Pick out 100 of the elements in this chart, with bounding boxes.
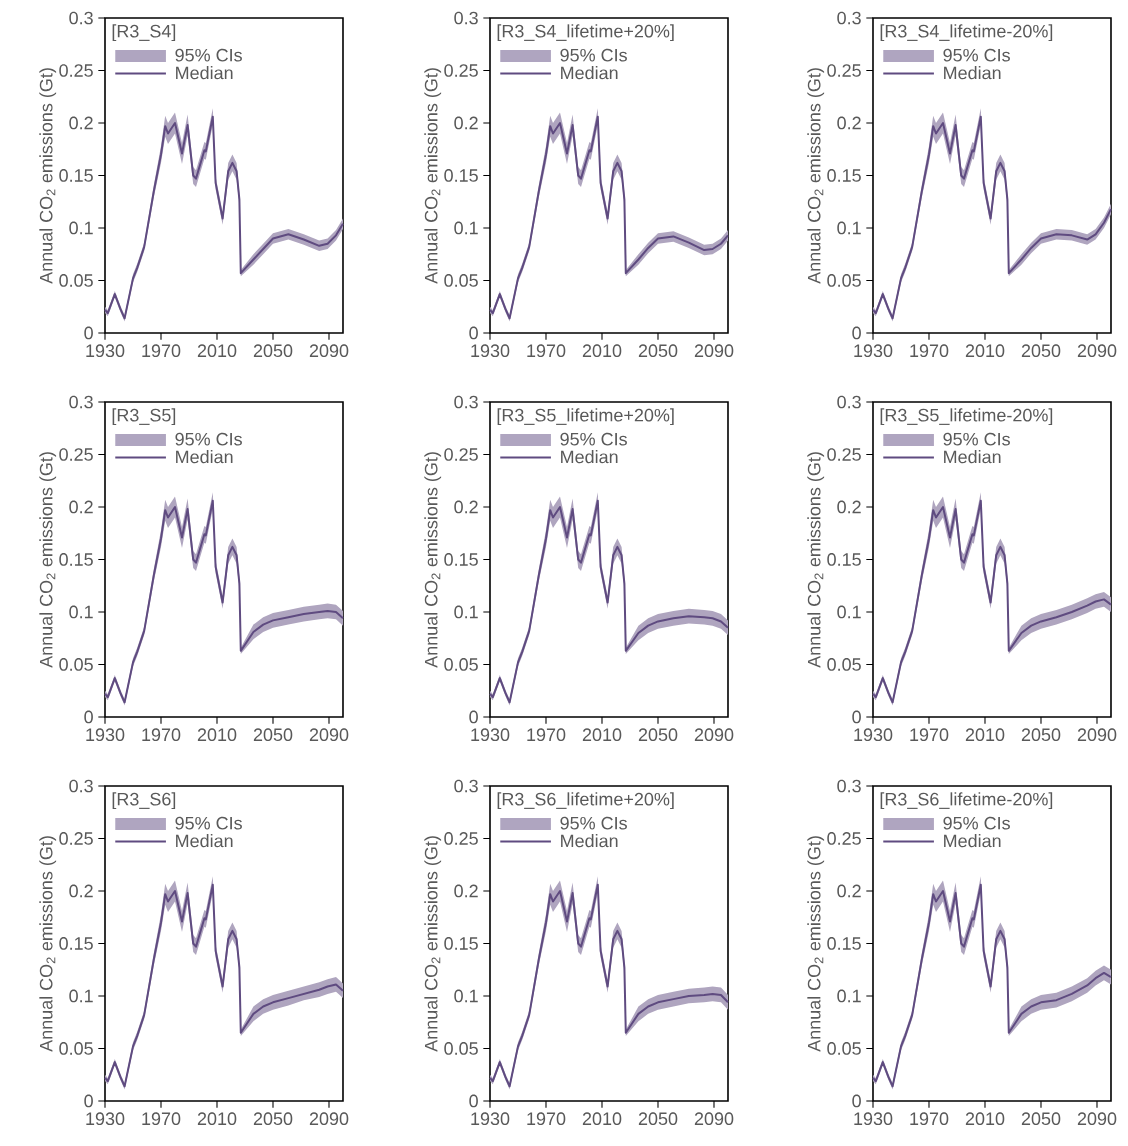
y-tick-label: 0.15 [827, 169, 861, 182]
y-tick-label: 0.2 [837, 500, 861, 514]
x-tick-label: 2090 [1077, 344, 1117, 358]
y-axis-title: Annual CO$_{2}$ emissions (Gt) [424, 452, 442, 668]
annotation: 95% CIs [175, 432, 242, 446]
y-tick-label: 0.25 [59, 832, 93, 845]
y-tick-label: 0.1 [454, 605, 478, 619]
y-tick-label: 0.2 [454, 116, 478, 130]
y-tick-label: 0.25 [444, 448, 478, 461]
y-tick-label: 0.15 [59, 169, 93, 182]
legend-label: Median [944, 450, 1001, 464]
chart-title: [R3_S5] [112, 408, 176, 426]
x-tick-label: 1970 [910, 344, 949, 358]
x-tick-label: 1970 [142, 1112, 181, 1126]
x-tick-label: 1930 [471, 344, 510, 358]
y-tick-label: 0.3 [454, 779, 478, 793]
y-tick-label: 0.05 [59, 658, 93, 671]
y-tick-label: 0.15 [444, 169, 478, 182]
y-tick-label: 0 [852, 326, 861, 340]
y-tick-label: 0.15 [827, 937, 861, 950]
y-tick-label: 0.2 [454, 500, 478, 514]
y-tick-label: 0.25 [59, 448, 93, 461]
y-tick-label: 0.3 [69, 395, 93, 409]
x-tick-label: 1930 [471, 728, 510, 742]
chart-title: [R3_S6_lifetime-20%] [880, 792, 1053, 810]
y-tick-label: 0.1 [837, 989, 861, 1003]
x-tick-label: 2010 [197, 1112, 237, 1126]
annotation: 95% CIs [560, 816, 627, 830]
y-tick-label: 0 [469, 326, 478, 340]
legend-label: Median [561, 834, 618, 848]
x-tick-label: 2050 [253, 728, 293, 742]
y-tick-label: 0.1 [69, 605, 93, 619]
x-tick-label: 2090 [309, 344, 349, 358]
y-tick-label: 0.15 [827, 553, 861, 566]
x-tick-label: 1930 [86, 728, 125, 742]
y-tick-label: 0 [852, 1094, 861, 1108]
legend-label: Median [561, 450, 618, 464]
y-tick-label: 0.1 [454, 989, 478, 1003]
chart-title: [R3_S5_lifetime+20%] [497, 408, 674, 426]
x-tick-label: 2050 [638, 344, 678, 358]
x-tick-label: 1970 [910, 728, 949, 742]
legend-label: Median [176, 834, 233, 848]
annotation: 95% CIs [943, 816, 1010, 830]
x-tick-label: 2010 [582, 344, 622, 358]
x-tick-label: 2010 [582, 1112, 622, 1126]
x-tick-label: 2010 [965, 1112, 1005, 1126]
x-tick-label: 1970 [142, 728, 181, 742]
y-tick-label: 0.05 [827, 658, 861, 671]
x-tick-label: 2090 [1077, 728, 1117, 742]
y-tick-label: 0 [469, 1094, 478, 1108]
y-tick-label: 0.15 [444, 553, 478, 566]
y-tick-label: 0.3 [69, 11, 93, 25]
legend-label: Median [176, 450, 233, 464]
y-tick-label: 0 [84, 326, 93, 340]
x-tick-label: 1930 [471, 1112, 510, 1126]
x-tick-label: 2010 [582, 728, 622, 742]
x-tick-label: 2010 [197, 344, 237, 358]
x-tick-label: 1970 [527, 344, 566, 358]
y-tick-label: 0.05 [444, 274, 478, 287]
y-tick-label: 0.25 [444, 832, 478, 845]
y-tick-label: 0.3 [454, 395, 478, 409]
y-tick-label: 0.05 [59, 1042, 93, 1055]
y-axis-title: Annual CO$_{2}$ emissions (Gt) [807, 836, 825, 1052]
y-tick-label: 0.1 [69, 989, 93, 1003]
x-tick-label: 2010 [965, 344, 1005, 358]
chart-title: [R3_S5_lifetime-20%] [880, 408, 1053, 426]
y-tick-label: 0.2 [837, 884, 861, 898]
y-tick-label: 0.05 [827, 274, 861, 287]
x-tick-label: 1970 [142, 344, 181, 358]
y-tick-label: 0.2 [69, 116, 93, 130]
y-tick-label: 0.25 [827, 832, 861, 845]
chart-title: [R3_S4_lifetime+20%] [497, 24, 674, 42]
y-axis-title: Annual CO$_{2}$ emissions (Gt) [807, 68, 825, 284]
x-tick-label: 2090 [309, 728, 349, 742]
y-tick-label: 0 [84, 710, 93, 724]
y-axis-title: Annual CO$_{2}$ emissions (Gt) [807, 452, 825, 668]
y-tick-label: 0.2 [69, 884, 93, 898]
x-tick-label: 2050 [1021, 344, 1061, 358]
x-tick-label: 2010 [965, 728, 1005, 742]
y-tick-label: 0.25 [444, 64, 478, 77]
x-tick-label: 2050 [638, 728, 678, 742]
y-tick-label: 0.05 [827, 1042, 861, 1055]
y-tick-label: 0 [852, 710, 861, 724]
x-tick-label: 2050 [253, 344, 293, 358]
chart-title: [R3_S4_lifetime-20%] [880, 24, 1053, 42]
x-tick-label: 1930 [854, 1112, 893, 1126]
annotation: 95% CIs [943, 48, 1010, 62]
x-tick-label: 1930 [86, 1112, 125, 1126]
y-axis-title: Annual CO$_{2}$ emissions (Gt) [39, 68, 57, 284]
x-tick-label: 2050 [253, 1112, 293, 1126]
y-tick-label: 0.1 [837, 605, 861, 619]
y-axis-title: Annual CO$_{2}$ emissions (Gt) [424, 836, 442, 1052]
annotation: 95% CIs [175, 816, 242, 830]
y-tick-label: 0.3 [837, 779, 861, 793]
annotation: 95% CIs [560, 432, 627, 446]
y-tick-label: 0.1 [454, 221, 478, 235]
legend-label: Median [944, 66, 1001, 80]
y-tick-label: 0.1 [69, 221, 93, 235]
y-tick-label: 0.25 [827, 448, 861, 461]
y-axis-title: Annual CO$_{2}$ emissions (Gt) [39, 836, 57, 1052]
